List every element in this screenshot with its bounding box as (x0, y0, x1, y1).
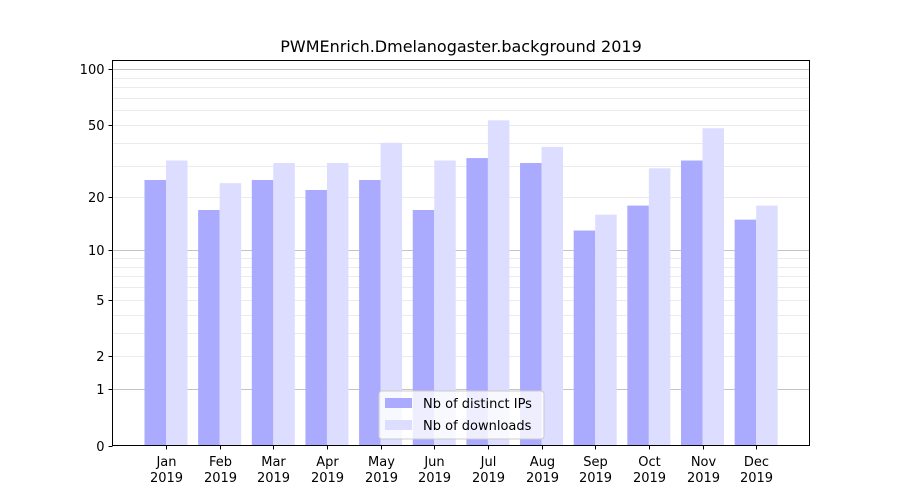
plot-frame (112, 60, 810, 446)
x-tick-label-month: Mar (261, 455, 286, 470)
bar-distinct-ips (734, 219, 757, 446)
bar-distinct-ips (573, 230, 596, 446)
x-tick-label-month: May (368, 455, 395, 470)
legend-label-ips: Nb of distinct IPs (423, 397, 532, 412)
x-axis: Jan2019Feb2019Mar2019Apr2019May2019Jun20… (150, 445, 773, 486)
y-tick-label: 10 (88, 244, 105, 259)
x-tick-label-year: 2019 (150, 471, 183, 486)
x-tick-label-month: Dec (744, 455, 769, 470)
bar-distinct-ips (520, 163, 542, 446)
bar-distinct-ips (305, 189, 327, 446)
bar-downloads (380, 142, 403, 446)
bar-downloads (326, 163, 349, 446)
legend-label-downloads: Nb of downloads (423, 419, 532, 434)
x-tick-label-month: Oct (638, 455, 660, 470)
bar-distinct-ips (412, 210, 435, 446)
x-tick-label-month: Jun (423, 455, 444, 470)
y-axis: 0 1 2 5 10 20 50 100 (80, 63, 113, 455)
x-tick-label-year: 2019 (687, 471, 720, 486)
y-tick-label: 5 (96, 294, 104, 309)
bar-distinct-ips (681, 160, 703, 446)
y-tick-label: 20 (88, 191, 105, 206)
x-tick-label-year: 2019 (257, 471, 290, 486)
bar-downloads (541, 146, 564, 446)
x-tick-label-year: 2019 (365, 471, 398, 486)
x-tick-label-year: 2019 (526, 471, 559, 486)
legend: Nb of distinct IPs Nb of downloads (378, 390, 545, 440)
y-tick-label: 100 (80, 63, 105, 78)
bar-distinct-ips (359, 179, 381, 446)
x-tick-label-year: 2019 (204, 471, 237, 486)
x-tick-label-month: Jul (480, 455, 497, 470)
chart-title: PWMEnrich.Dmelanogaster.background 2019 (280, 37, 642, 56)
x-tick-label-month: Sep (583, 455, 608, 470)
legend-swatch-downloads (385, 420, 412, 430)
bar-distinct-ips (466, 158, 488, 446)
x-tick-label-year: 2019 (472, 471, 505, 486)
x-tick-label-year: 2019 (740, 471, 773, 486)
bar-downloads (434, 160, 456, 446)
y-tick-label: 1 (96, 383, 104, 398)
bar-downloads (487, 120, 510, 446)
bar-downloads (702, 128, 724, 446)
bar-distinct-ips (144, 179, 166, 446)
bar-distinct-ips (198, 210, 220, 446)
legend-swatch-ips (385, 398, 412, 408)
x-tick-label-month: Aug (530, 455, 555, 470)
y-tick-label: 2 (96, 350, 104, 365)
bar-downloads (756, 205, 778, 446)
y-tick-label: 0 (96, 440, 104, 455)
bar-downloads (166, 160, 188, 446)
x-tick-label-month: Apr (316, 455, 339, 470)
legend-box (378, 390, 545, 440)
bar-distinct-ips (627, 205, 649, 446)
bar-downloads (219, 183, 242, 446)
x-tick-label-month: Nov (691, 455, 717, 470)
bar-distinct-ips (251, 179, 274, 446)
x-tick-label-month: Feb (209, 455, 232, 470)
y-tick-label: 50 (88, 119, 105, 134)
x-tick-label-year: 2019 (418, 471, 451, 486)
x-tick-label-month: Jan (155, 455, 176, 470)
x-tick-label-year: 2019 (311, 471, 344, 486)
bars (144, 120, 778, 446)
x-tick-label-year: 2019 (579, 471, 612, 486)
bar-downloads (648, 168, 671, 446)
bar-downloads (595, 214, 617, 446)
bar-downloads (273, 163, 295, 446)
x-tick-label-year: 2019 (633, 471, 666, 486)
